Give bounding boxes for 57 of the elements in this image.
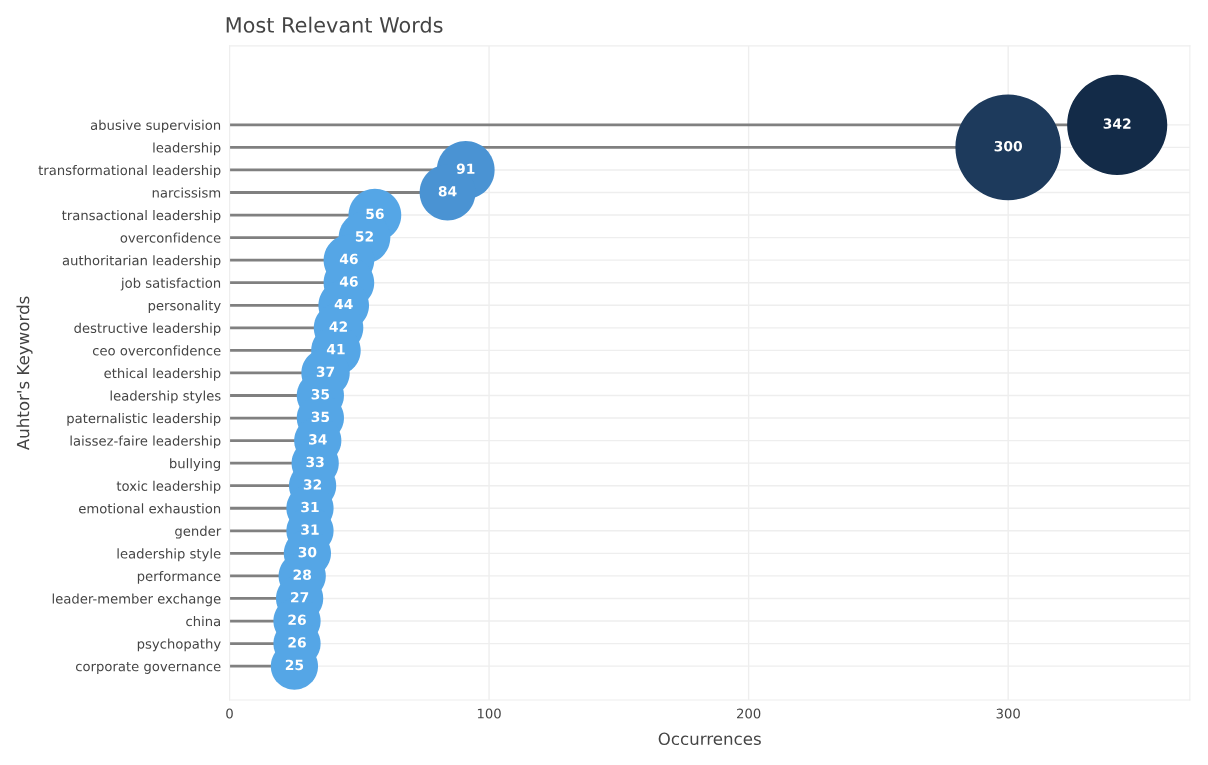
y-axis-title: Auhtor's Keywords bbox=[16, 296, 33, 451]
y-tick-label: china bbox=[186, 616, 220, 627]
data-label: 37 bbox=[316, 366, 335, 377]
y-tick-label: emotional exhaustion bbox=[79, 503, 221, 514]
data-label: 26 bbox=[288, 637, 306, 648]
x-tick-label: 0 bbox=[226, 708, 233, 719]
data-label: 35 bbox=[311, 389, 330, 400]
chart-title: Most Relevant Words bbox=[226, 16, 443, 33]
data-label: 44 bbox=[334, 298, 353, 310]
y-tick-label: corporate governance bbox=[75, 661, 221, 674]
data-label: 91 bbox=[456, 163, 475, 174]
x-tick-label: 300 bbox=[996, 708, 1020, 719]
y-tick-label: abusive supervision bbox=[90, 119, 221, 133]
data-label: 46 bbox=[339, 276, 358, 287]
y-tick-label: toxic leadership bbox=[116, 480, 221, 494]
y-tick-label: bullying bbox=[170, 458, 220, 471]
y-tick-label: laissez-faire leadership bbox=[70, 435, 221, 449]
x-tick-label: 100 bbox=[477, 708, 501, 719]
y-tick-label: gender bbox=[175, 525, 222, 539]
y-tick-label: leadership styles bbox=[110, 390, 221, 404]
y-tick-label: transformational leadership bbox=[38, 164, 221, 178]
y-tick-label: authoritarian leadership bbox=[62, 255, 221, 268]
x-axis-title: Occurrences bbox=[658, 732, 761, 746]
y-tick-label: narcissism bbox=[152, 187, 221, 198]
data-label: 30 bbox=[298, 546, 317, 558]
data-label: 31 bbox=[301, 501, 319, 513]
y-tick-label: ethical leadership bbox=[104, 367, 221, 381]
data-label: 41 bbox=[326, 344, 345, 355]
data-label: 33 bbox=[306, 456, 324, 468]
y-tick-label: transactional leadership bbox=[62, 210, 221, 223]
data-label: 35 bbox=[311, 411, 330, 423]
y-tick-label: leadership style bbox=[117, 548, 221, 562]
data-label: 300 bbox=[994, 140, 1023, 152]
data-label: 27 bbox=[291, 592, 309, 603]
data-label: 32 bbox=[303, 479, 322, 490]
data-label: 56 bbox=[366, 208, 384, 220]
y-tick-label: paternalistic leadership bbox=[67, 413, 221, 426]
data-label: 342 bbox=[1103, 118, 1131, 129]
y-tick-label: destructive leadership bbox=[74, 322, 221, 336]
data-label: 46 bbox=[339, 253, 358, 265]
y-tick-label: overconfidence bbox=[120, 232, 221, 243]
y-tick-label: job satisfaction bbox=[120, 277, 221, 291]
data-label: 28 bbox=[293, 569, 311, 580]
data-label: 84 bbox=[438, 186, 457, 197]
y-tick-label: psychopathy bbox=[137, 638, 221, 652]
data-label: 26 bbox=[288, 614, 306, 626]
y-tick-label: ceo overconfidence bbox=[92, 345, 221, 356]
y-tick-label: personality bbox=[148, 300, 221, 314]
data-label: 31 bbox=[301, 524, 319, 535]
y-tick-label: performance bbox=[137, 570, 221, 584]
data-label: 25 bbox=[285, 659, 304, 671]
x-tick-label: 200 bbox=[737, 708, 761, 719]
data-label: 42 bbox=[329, 321, 347, 332]
data-label: 52 bbox=[355, 231, 373, 242]
y-tick-label: leadership bbox=[153, 142, 221, 156]
y-tick-label: leader-member exchange bbox=[52, 593, 221, 607]
data-label: 34 bbox=[309, 434, 327, 445]
